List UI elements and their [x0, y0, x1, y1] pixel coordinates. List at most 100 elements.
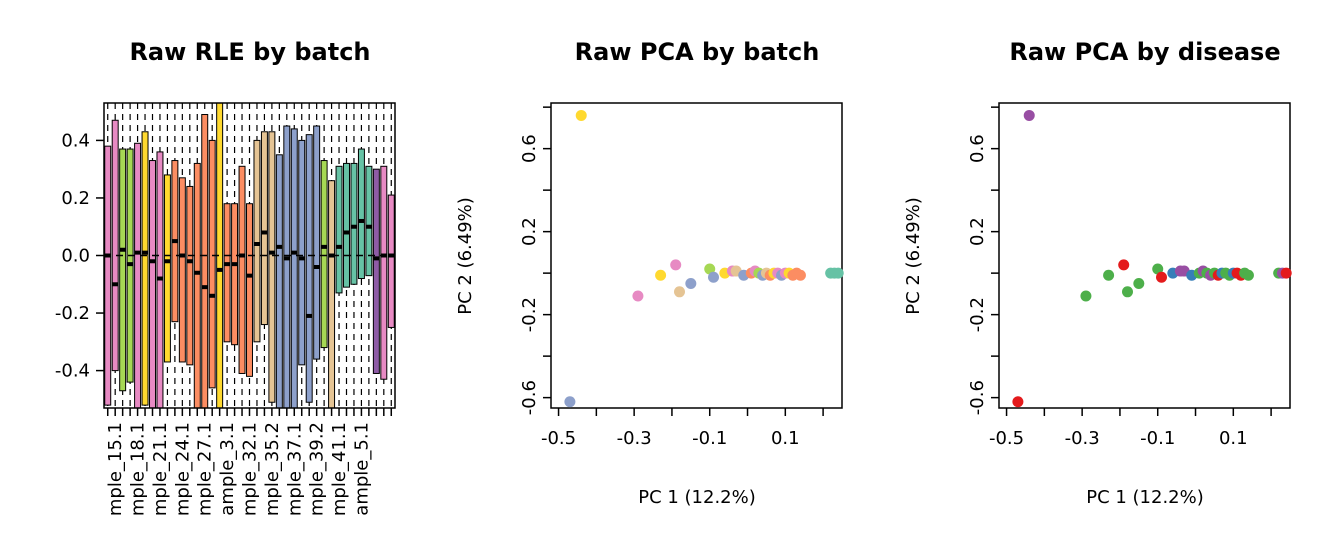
pca-batch-point: [564, 396, 576, 408]
pca-disease-point: [1242, 269, 1254, 281]
rle-box: [357, 148, 365, 280]
pca-disease-point: [1280, 267, 1292, 279]
rle-y-axis: 0.4 0.2 0.0 -0.2 -0.4: [55, 130, 104, 382]
rle-box: [305, 134, 313, 403]
rle-ytick-label: 0.4: [61, 130, 90, 151]
rle-box: [134, 142, 142, 409]
pca-batch-xlabel: PC 1 (12.2%): [638, 487, 756, 508]
pca-batch-ytick-label: 0.6: [519, 134, 540, 163]
pca-batch-plot-frame: [550, 102, 843, 409]
rle-ytick-label: -0.4: [55, 361, 90, 382]
pca-batch-panel: Raw PCA by batch -0.5 -0.3 -0.1 0.1 -0.6-0.…: [455, 38, 844, 508]
rle-xtick-label: mple_21.1: [150, 422, 171, 516]
rle-box: [260, 131, 268, 326]
pca-batch-xtick-label: -0.5: [541, 428, 576, 449]
rle-ytick-label: 0.0: [61, 246, 90, 267]
rle-box: [149, 160, 156, 409]
rle-box: [223, 203, 231, 343]
rle-box: [335, 165, 343, 294]
pca-batch-point: [673, 286, 685, 298]
pca-batch-points: [564, 109, 844, 408]
pca-disease-ytick-label: -0.2: [967, 297, 988, 332]
rle-box: [283, 125, 291, 409]
pca-disease-ytick-label: -0.6: [967, 380, 988, 415]
rle-xtick-label: mple_27.1: [195, 422, 216, 516]
pca-disease-point: [1012, 396, 1024, 408]
rle-box: [372, 168, 380, 374]
rle-box: [186, 185, 194, 366]
rle-xtick-label: mple_18.1: [128, 422, 149, 516]
rle-title: Raw RLE by batch: [129, 38, 370, 66]
rle-box: [275, 154, 283, 409]
rle-box: [328, 180, 336, 409]
pca-disease-xtick-label: 0.1: [1219, 428, 1248, 449]
pca-batch-y-axis: -0.6 -0.2 0.2 0.6: [519, 106, 551, 415]
pca-disease-xtick-label: -0.1: [1140, 428, 1175, 449]
pca-batch-ytick-label: 0.2: [519, 217, 540, 246]
rle-box: [387, 194, 395, 328]
pca-disease-ytick-label: 0.2: [967, 217, 988, 246]
pca-disease-points: [1012, 109, 1292, 408]
rle-xtick-label: mple_15.1: [105, 422, 126, 516]
pca-batch-xtick-label: 0.1: [771, 428, 800, 449]
rle-box: [111, 119, 119, 372]
pca-disease-point: [1080, 290, 1092, 302]
rle-box: [365, 165, 373, 277]
pca-batch-ytick-label: -0.2: [519, 297, 540, 332]
rle-box: [104, 145, 112, 406]
rle-box: [163, 174, 171, 363]
rle-box: [119, 148, 127, 392]
pca-disease-plot-frame: [998, 102, 1291, 409]
rle-box: [298, 139, 306, 366]
rle-ytick-label: -0.2: [55, 303, 90, 324]
pca-batch-point: [670, 259, 682, 271]
rle-xtick-label: mple_39.2: [307, 422, 328, 516]
rle-xtick-label: ample_3.1: [217, 422, 238, 516]
rle-box: [343, 162, 350, 288]
pca-disease-xlabel: PC 1 (12.2%): [1086, 487, 1204, 508]
rle-box: [268, 131, 276, 403]
pca-batch-xtick-label: -0.1: [692, 428, 727, 449]
rle-ytick-label: 0.2: [61, 188, 90, 209]
pca-disease-point: [1121, 286, 1133, 298]
pca-disease-x-axis: -0.5 -0.3 -0.1 0.1: [989, 408, 1272, 449]
pca-disease-point: [1133, 278, 1145, 290]
pca-batch-point: [704, 263, 716, 275]
pca-disease-ylabel: PC 2 (6.49%): [903, 197, 924, 315]
rle-box: [350, 162, 358, 285]
pca-disease-ytick-label: 0.6: [967, 134, 988, 163]
pca-disease-point: [1103, 269, 1115, 281]
rle-box: [178, 177, 186, 363]
rle-xtick-label: mple_37.1: [284, 422, 305, 516]
pca-disease-xtick-label: -0.3: [1065, 428, 1100, 449]
rle-xtick-label: ample_5.1: [351, 422, 372, 516]
pca-disease-panel: Raw PCA by disease -0.5 -0.3 -0.1 0.1 -0.6-…: [903, 38, 1292, 508]
pca-batch-point: [655, 269, 667, 281]
pca-batch-ylabel: PC 2 (6.49%): [455, 197, 476, 315]
pca-batch-point: [685, 278, 697, 290]
rle-box: [246, 203, 253, 377]
rle-panel: Raw RLE by batch 0.4 0.2 0.0 -0.2 -0.4 mple_…: [55, 38, 396, 516]
rle-box: [238, 165, 246, 374]
pca-disease-point: [1152, 263, 1164, 275]
rle-box: [141, 131, 149, 406]
pca-batch-xtick-label: -0.3: [617, 428, 652, 449]
rle-xtick-label: mple_32.1: [240, 422, 261, 516]
rle-box: [201, 114, 209, 409]
pca-batch-point: [708, 271, 720, 283]
rle-box: [313, 125, 321, 360]
pca-batch-ytick-label: -0.6: [519, 380, 540, 415]
rle-xtick-label: mple_24.1: [172, 422, 193, 516]
pca-disease-title: Raw PCA by disease: [1009, 38, 1280, 66]
pca-disease-y-axis: -0.6 -0.2 0.2 0.6: [967, 106, 999, 415]
rle-xtick-label: mple_41.1: [329, 422, 350, 516]
pca-batch-point: [832, 267, 844, 279]
pca-batch-point: [794, 269, 806, 281]
rle-x-axis: mple_15.1 mple_18.1 mple_21.1 mple_24.1 mple…: [105, 408, 393, 516]
pca-batch-title: Raw PCA by batch: [575, 38, 820, 66]
pca-batch-point: [575, 109, 587, 121]
pca-disease-xtick-label: -0.5: [989, 428, 1024, 449]
pca-disease-point: [1118, 259, 1130, 271]
rle-box: [231, 203, 239, 346]
